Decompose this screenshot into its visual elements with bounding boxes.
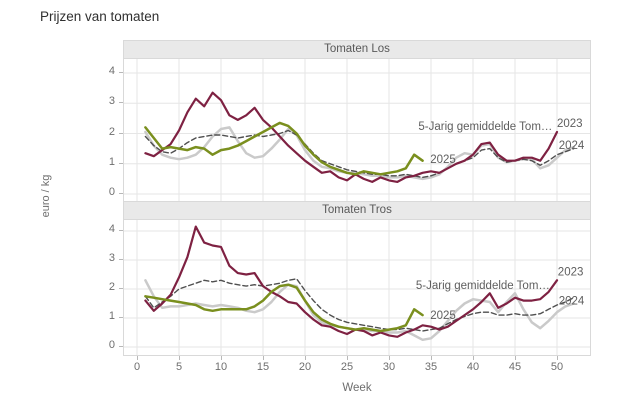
y-tick-mark (119, 230, 123, 231)
y-tick-label: 4 (108, 65, 115, 77)
y-tick-mark (119, 346, 123, 347)
y-tick-mark (119, 102, 123, 104)
y-tick-label: 1 (108, 310, 115, 322)
x-tick-label: 10 (214, 361, 228, 373)
panel-tomaten-tros: Tomaten Tros 5-Jarig gemiddelde Tom… 2023… (123, 201, 591, 356)
series-line-2025 (144, 283, 424, 333)
x-tick-label: 20 (298, 361, 312, 373)
series-line-5-jarig-gemiddelde (144, 278, 575, 332)
y-tick-label: 2 (108, 281, 115, 293)
x-tick-mark (473, 356, 474, 360)
x-tick-label: 0 (133, 361, 141, 373)
y-tick-mark (119, 132, 123, 134)
y-tick-label: 0 (108, 339, 115, 351)
plot-area-los[interactable]: 5-Jarig gemiddelde Tom… 2023 2024 2025 (124, 59, 590, 201)
y-tick-mark (119, 259, 123, 260)
series-line-2025 (144, 121, 424, 176)
line-label: 2023 (557, 118, 583, 130)
panel-header-los: Tomaten Los (124, 41, 590, 59)
y-tick-mark (119, 288, 123, 289)
x-tick-label: 45 (508, 361, 522, 373)
x-tick-mark (263, 356, 264, 360)
line-label: 2025 (430, 310, 456, 322)
x-tick-label: 5 (175, 361, 183, 373)
y-tick-label: 0 (108, 186, 115, 198)
plot-area-tros[interactable]: 5-Jarig gemiddelde Tom… 2023 2024 2025 (124, 220, 590, 355)
y-tick-label: 3 (108, 252, 115, 264)
page-title: Prijzen van tomaten (40, 9, 160, 24)
x-tick-label: 35 (424, 361, 438, 373)
line-label: 5-Jarig gemiddelde Tom… (418, 121, 552, 133)
x-tick-mark (431, 356, 432, 360)
y-tick-label: 1 (108, 155, 115, 168)
x-axis-label: Week (342, 382, 372, 394)
line-label: 2023 (558, 267, 584, 279)
x-tick-label: 30 (382, 361, 396, 373)
line-label: 2025 (430, 154, 456, 166)
x-tick-mark (137, 356, 138, 360)
panel-header-tros: Tomaten Tros (124, 202, 590, 220)
x-tick-label: 50 (550, 361, 564, 373)
y-tick-label: 4 (108, 223, 115, 235)
panel-tomaten-los: Tomaten Los 5-Jarig gemiddelde Tom… 2023 2… (123, 40, 591, 202)
y-tick-mark (119, 317, 123, 318)
x-tick-mark (179, 356, 180, 360)
x-tick-label: 15 (256, 361, 270, 373)
x-tick-mark (221, 356, 222, 360)
x-tick-mark (515, 356, 516, 360)
line-label: 2024 (559, 140, 585, 152)
y-tick-label: 2 (108, 125, 115, 138)
line-label: 5-Jarig gemiddelde Tom… (416, 280, 550, 292)
line-label: 2024 (559, 296, 585, 308)
x-tick-mark (557, 356, 558, 360)
series-line-2023 (144, 91, 559, 184)
x-tick-label: 25 (340, 361, 354, 373)
x-tick-mark (347, 356, 348, 360)
series-line-2023 (144, 225, 559, 338)
x-tick-mark (305, 356, 306, 360)
y-tick-mark (119, 162, 123, 164)
y-tick-label: 3 (108, 95, 115, 108)
y-tick-mark (119, 193, 123, 194)
x-tick-label: 40 (466, 361, 480, 373)
y-axis-label: euro / kg (40, 174, 52, 218)
y-tick-mark (119, 72, 123, 73)
x-tick-mark (389, 356, 390, 360)
